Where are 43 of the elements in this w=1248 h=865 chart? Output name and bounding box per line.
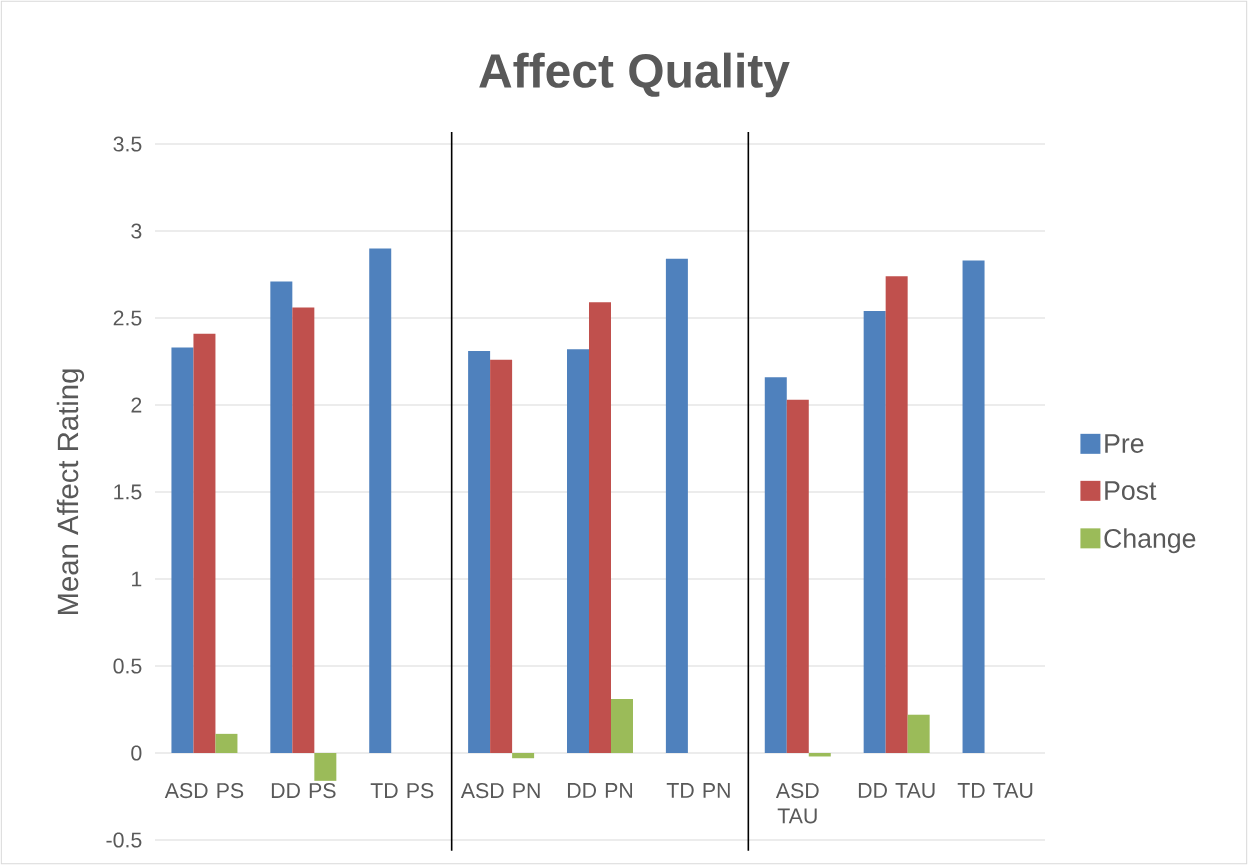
y-tick-label: 3	[131, 223, 142, 239]
bar	[962, 260, 985, 753]
legend-label: Change	[1104, 528, 1196, 554]
x-tick-label: DD PN	[567, 783, 633, 798]
bar	[786, 399, 809, 753]
bar	[665, 258, 688, 753]
bar	[490, 359, 513, 753]
bar	[193, 333, 216, 753]
chart-title: Affect Quality	[479, 52, 790, 98]
y-tick-label: 2.5	[113, 310, 142, 326]
bar	[764, 377, 787, 753]
bar	[314, 753, 337, 781]
bar	[863, 311, 886, 753]
bar	[611, 699, 633, 753]
x-tick-label: TD PS	[370, 783, 434, 799]
y-tick-label: 3.5	[113, 136, 142, 152]
y-tick-label: 0	[131, 745, 142, 761]
bar	[292, 307, 315, 753]
bar	[468, 351, 491, 753]
x-tick-label: ASD PN	[460, 783, 540, 799]
x-tick-label: DD TAU	[858, 783, 935, 798]
bar	[512, 753, 535, 759]
x-tick-label: DD PS	[271, 783, 336, 799]
y-tick-label: 1	[132, 571, 142, 587]
y-axis-title: Mean Affect Rating	[56, 369, 85, 615]
y-tick-label: 0.5	[113, 658, 142, 674]
x-tick-label: TD PN	[666, 783, 730, 798]
x-tick-label: TD TAU	[957, 783, 1033, 798]
legend-label: Pre	[1105, 434, 1144, 453]
bar	[885, 276, 908, 753]
bar	[907, 714, 930, 753]
y-tick-label: -0.5	[106, 832, 142, 848]
bar	[215, 733, 238, 753]
x-tick-label: ASD PS	[164, 783, 244, 799]
x-tick-label: ASD TAU	[775, 783, 819, 824]
bar	[369, 248, 392, 753]
bar	[171, 347, 194, 753]
bar	[589, 302, 611, 753]
y-tick-label: 2	[131, 397, 142, 413]
bar	[270, 281, 293, 753]
legend-label: Post	[1105, 481, 1157, 500]
y-tick-label: 1.5	[114, 484, 142, 500]
bar	[567, 349, 589, 753]
